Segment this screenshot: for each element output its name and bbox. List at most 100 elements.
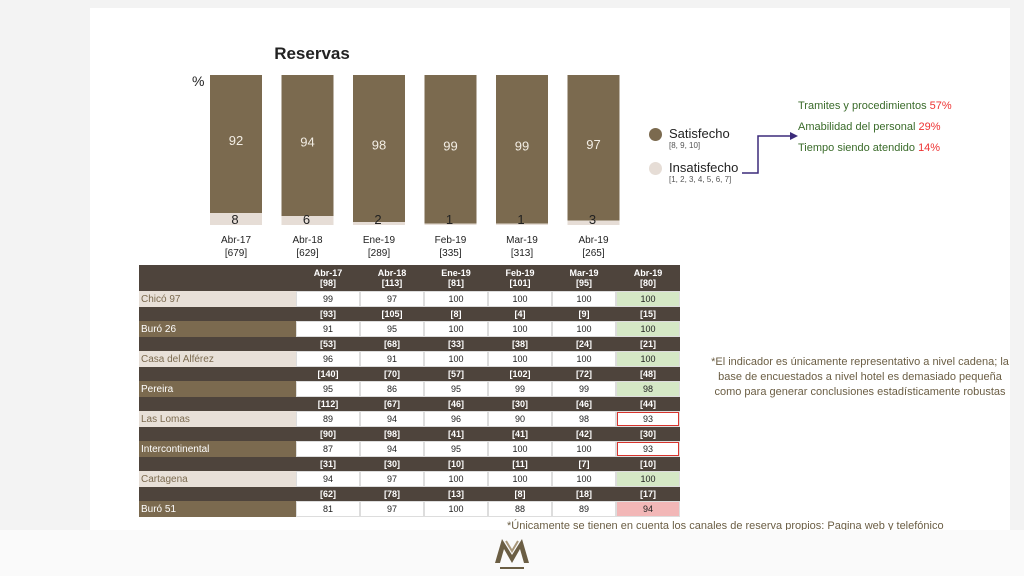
y-axis-unit-label: % — [192, 73, 205, 89]
count-cell: [53] — [296, 337, 360, 351]
value-cell: 96 — [424, 411, 488, 427]
data-label-satisfied: 94 — [300, 135, 314, 150]
count-cell: [11] — [488, 457, 552, 471]
bar-unsatisfied — [567, 220, 620, 225]
count-cell: [62] — [296, 487, 360, 501]
count-cell: [112] — [296, 397, 360, 411]
column-header: Feb-19 — [505, 268, 535, 278]
x-tick-label: Ene-19 — [363, 235, 396, 246]
hotel-name: Pereira — [139, 381, 296, 397]
bar-satisfied — [281, 75, 334, 216]
count-cell: [67] — [360, 397, 424, 411]
value-cell: 99 — [488, 381, 552, 397]
hotel-name: Las Lomas — [139, 411, 296, 427]
value-cell: 88 — [488, 501, 552, 517]
hotel-name: Buró 26 — [139, 321, 296, 337]
count-cell: [72] — [552, 367, 616, 381]
table-count-row: [90] [98] [41] [41] [42] [30] — [139, 427, 680, 441]
count-cell: Abr-17 [98] — [296, 265, 360, 291]
hotel-name: Cartagena — [139, 471, 296, 487]
row-header-blank — [139, 457, 296, 471]
x-tick-label: Abr-18 — [292, 235, 322, 246]
row-header-blank — [139, 427, 296, 441]
table-count-row: [31] [30] [10] [11] [7] [10] — [139, 457, 680, 471]
row-header-blank — [139, 487, 296, 501]
count-cell: [38] — [488, 337, 552, 351]
x-tick-count: [289] — [368, 248, 390, 259]
footnote: *Únicamente se tienen en cuenta los cana… — [507, 520, 944, 532]
value-cell: 100 — [488, 321, 552, 337]
count-cell: [78] — [360, 487, 424, 501]
value-cell: 100 — [424, 501, 488, 517]
table-row: Buró 26 91 95 100 100 100 100 — [139, 321, 680, 337]
data-label-satisfied: 92 — [229, 133, 243, 148]
count-cell: [8] — [424, 307, 488, 321]
value-cell: 95 — [296, 381, 360, 397]
table-count-row: [62] [78] [13] [8] [18] [17] — [139, 487, 680, 501]
bar-unsatisfied — [281, 216, 334, 225]
x-tick-count: [335] — [439, 248, 461, 259]
column-count: [81] — [447, 278, 464, 288]
x-tick-count: [629] — [296, 248, 318, 259]
value-cell: 95 — [360, 321, 424, 337]
value-cell: 89 — [552, 501, 616, 517]
count-cell: [30] — [360, 457, 424, 471]
value-cell: 96 — [296, 351, 360, 367]
column-count: [101] — [509, 278, 531, 288]
hotel-name: Casa del Alférez — [139, 351, 296, 367]
count-cell: [18] — [552, 487, 616, 501]
value-cell: 93 — [616, 411, 680, 427]
x-tick-label: Mar-19 — [506, 235, 538, 246]
value-cell: 99 — [296, 291, 360, 307]
legend-unsatisfied-label: Insatisfecho — [669, 160, 739, 175]
value-cell: 100 — [552, 471, 616, 487]
reason-value: 14% — [918, 142, 941, 154]
count-cell: [105] — [360, 307, 424, 321]
data-label-satisfied: 99 — [443, 138, 457, 153]
x-tick-label: Feb-19 — [435, 235, 467, 246]
data-label-unsatisfied: 1 — [446, 212, 453, 227]
value-cell: 100 — [552, 441, 616, 457]
reason-label: Tiempo siendo atendido — [798, 142, 919, 154]
count-cell: [41] — [488, 427, 552, 441]
count-cell: [57] — [424, 367, 488, 381]
column-count: [95] — [575, 278, 592, 288]
data-label-unsatisfied: 3 — [589, 212, 596, 227]
row-header-blank — [139, 367, 296, 381]
hotel-satisfaction-table: Abr-17 [98] Abr-18 [113] Ene-19 [81] Feb-19 [10… — [139, 265, 680, 517]
column-count: [113] — [381, 278, 403, 288]
data-label-unsatisfied: 2 — [374, 212, 381, 227]
value-cell: 100 — [424, 321, 488, 337]
value-cell: 100 — [616, 351, 680, 367]
count-cell: Ene-19 [81] — [424, 265, 488, 291]
table-count-row: [112] [67] [46] [30] [46] [44] — [139, 397, 680, 411]
legend-satisfied-swatch — [649, 128, 662, 141]
count-cell: [33] — [424, 337, 488, 351]
value-cell: 100 — [552, 291, 616, 307]
value-cell: 99 — [552, 381, 616, 397]
row-header-blank — [139, 307, 296, 321]
value-cell: 100 — [488, 291, 552, 307]
value-cell: 98 — [616, 381, 680, 397]
column-count: [98] — [319, 278, 336, 288]
hotel-name: Intercontinental — [139, 441, 296, 457]
bar-unsatisfied — [353, 222, 405, 225]
table-count-row: [53] [68] [33] [38] [24] [21] — [139, 337, 680, 351]
count-cell: [42] — [552, 427, 616, 441]
chart-title: Reservas — [274, 44, 350, 63]
bar-satisfied — [353, 75, 405, 222]
count-cell: Feb-19 [101] — [488, 265, 552, 291]
hotel-name: Buró 51 — [139, 501, 296, 517]
value-cell: 94 — [360, 441, 424, 457]
value-cell: 94 — [360, 411, 424, 427]
value-cell: 81 — [296, 501, 360, 517]
bar-satisfied — [567, 75, 620, 221]
value-cell: 100 — [488, 441, 552, 457]
count-cell: [4] — [488, 307, 552, 321]
bar-satisfied — [496, 75, 548, 224]
x-tick-label: Abr-17 — [221, 235, 251, 246]
value-cell: 94 — [296, 471, 360, 487]
data-label-unsatisfied: 8 — [231, 212, 238, 227]
count-cell: [46] — [424, 397, 488, 411]
